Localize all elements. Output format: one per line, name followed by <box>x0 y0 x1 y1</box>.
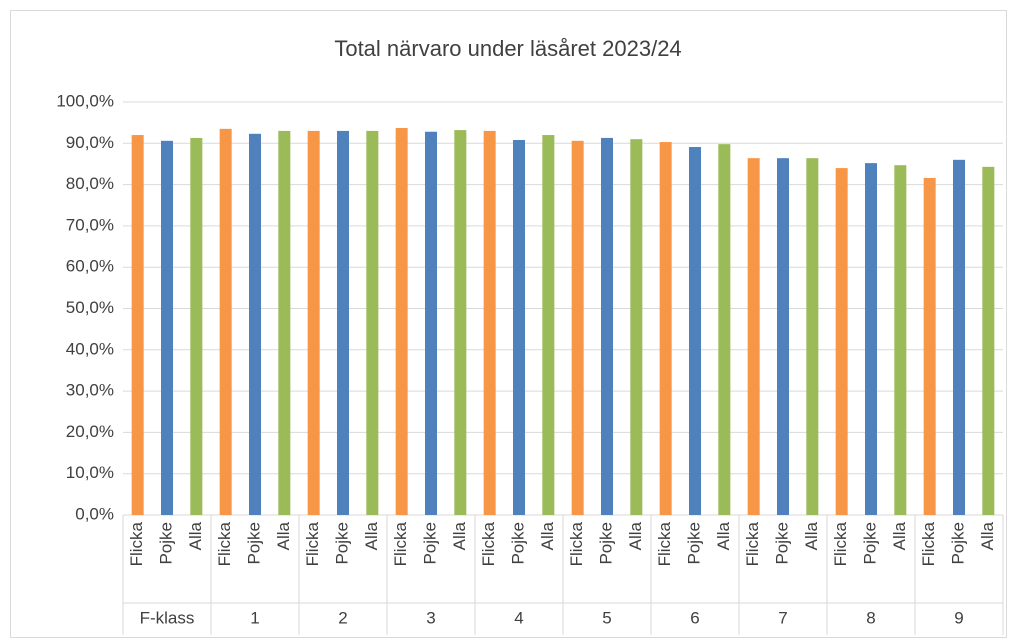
bar <box>190 137 203 515</box>
x-tick-label: Pojke <box>332 522 351 565</box>
group-label: 2 <box>338 608 347 627</box>
x-tick-label: Flicka <box>303 521 322 566</box>
x-tick-label: Flicka <box>743 521 762 566</box>
group-label: 1 <box>250 608 259 627</box>
x-tick-label: Flicka <box>831 521 850 566</box>
bar <box>307 130 320 515</box>
y-tick-label: 40,0% <box>66 339 114 358</box>
x-tick-label: Alla <box>274 521 293 550</box>
bar <box>777 158 789 515</box>
x-tick-label: Pojke <box>772 522 791 565</box>
bar <box>982 166 995 515</box>
group-label: 9 <box>954 608 963 627</box>
group-label: F-klass <box>140 608 195 627</box>
bar <box>835 168 848 515</box>
x-tick-label: Alla <box>450 521 469 550</box>
bar <box>278 130 291 515</box>
y-tick-label: 0,0% <box>75 504 114 523</box>
x-tick-label: Pojke <box>684 522 703 565</box>
bar <box>131 135 144 516</box>
y-tick-label: 80,0% <box>66 174 114 193</box>
x-tick-label: Flicka <box>655 521 674 566</box>
x-tick-label: Pojke <box>508 522 527 565</box>
y-tick-label: 30,0% <box>66 381 114 400</box>
chart-title: Total närvaro under läsåret 2023/24 <box>334 36 681 61</box>
bar <box>806 158 819 515</box>
bar <box>513 139 525 515</box>
y-tick-label: 20,0% <box>66 422 114 441</box>
bar <box>601 137 613 515</box>
bar <box>249 133 261 515</box>
group-label: 4 <box>514 608 523 627</box>
bar <box>718 144 731 515</box>
bar <box>689 147 701 515</box>
x-tick-label: Flicka <box>215 521 234 566</box>
x-tick-label: Alla <box>362 521 381 550</box>
x-tick-label: Flicka <box>567 521 586 566</box>
y-tick-label: 70,0% <box>66 215 114 234</box>
x-tick-label: Alla <box>714 521 733 550</box>
y-tick-label: 60,0% <box>66 257 114 276</box>
group-label: 6 <box>690 608 699 627</box>
bar <box>395 128 408 516</box>
x-tick-label: Alla <box>802 521 821 550</box>
group-label: 5 <box>602 608 611 627</box>
bar <box>337 130 349 515</box>
x-tick-label: Flicka <box>479 521 498 566</box>
x-tick-label: Pojke <box>860 522 879 565</box>
bar <box>894 165 907 515</box>
bar <box>747 158 760 515</box>
bar <box>219 128 232 515</box>
x-tick-label: Flicka <box>919 521 938 566</box>
bar <box>923 177 936 515</box>
x-tick-label: Pojke <box>420 522 439 565</box>
x-tick-label: Alla <box>890 521 909 550</box>
bar <box>542 135 555 516</box>
y-tick-label: 50,0% <box>66 298 114 317</box>
y-tick-label: 10,0% <box>66 463 114 482</box>
bar <box>571 140 584 515</box>
x-tick-label: Pojke <box>156 522 175 565</box>
group-label: 8 <box>866 608 875 627</box>
y-tick-label: 100,0% <box>56 91 114 110</box>
x-tick-label: Alla <box>186 521 205 550</box>
bar <box>425 131 437 515</box>
bar <box>366 130 379 515</box>
x-tick-label: Alla <box>626 521 645 550</box>
x-tick-label: Pojke <box>948 522 967 565</box>
bar <box>630 139 643 516</box>
bar <box>865 163 877 515</box>
group-label: 3 <box>426 608 435 627</box>
bar <box>659 142 672 515</box>
x-tick-label: Alla <box>538 521 557 550</box>
bar <box>161 140 173 515</box>
x-tick-label: Pojke <box>244 522 263 565</box>
x-tick-label: Alla <box>978 521 997 550</box>
x-tick-label: Flicka <box>391 521 410 566</box>
y-tick-label: 90,0% <box>66 133 114 152</box>
bar <box>454 130 467 516</box>
x-tick-label: Pojke <box>596 522 615 565</box>
group-label: 7 <box>778 608 787 627</box>
bar <box>953 159 965 515</box>
x-tick-label: Flicka <box>127 521 146 566</box>
bar <box>483 130 496 515</box>
